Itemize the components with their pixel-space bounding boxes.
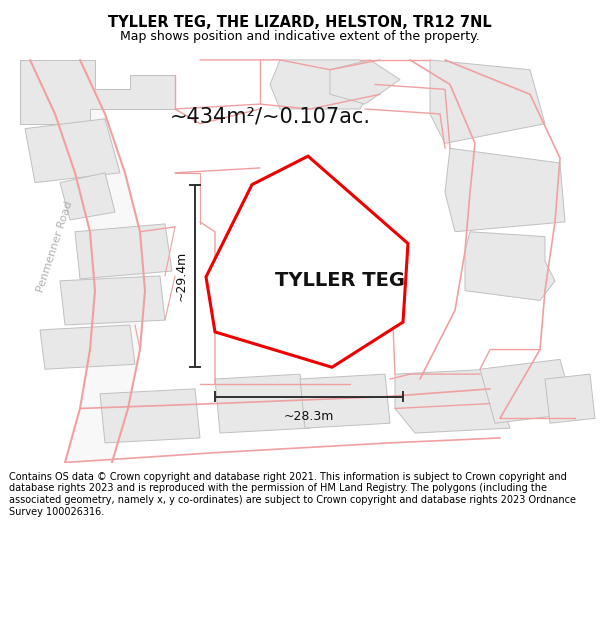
Text: Map shows position and indicative extent of the property.: Map shows position and indicative extent… — [120, 30, 480, 43]
Text: ~434m²/~0.107ac.: ~434m²/~0.107ac. — [170, 106, 371, 126]
Polygon shape — [330, 60, 400, 104]
Polygon shape — [268, 276, 322, 330]
Polygon shape — [445, 148, 565, 232]
Polygon shape — [465, 232, 555, 301]
Polygon shape — [60, 276, 165, 325]
Text: Contains OS data © Crown copyright and database right 2021. This information is : Contains OS data © Crown copyright and d… — [9, 472, 576, 517]
Polygon shape — [480, 359, 575, 423]
Text: ~29.4m: ~29.4m — [175, 251, 187, 301]
Text: ~28.3m: ~28.3m — [284, 410, 334, 423]
Text: TYLLER TEG: TYLLER TEG — [275, 271, 405, 291]
Text: TYLLER TEG, THE LIZARD, HELSTON, TR12 7NL: TYLLER TEG, THE LIZARD, HELSTON, TR12 7N… — [108, 16, 492, 31]
Polygon shape — [395, 369, 510, 433]
Polygon shape — [430, 60, 545, 143]
Polygon shape — [20, 60, 175, 124]
Polygon shape — [40, 325, 135, 369]
Polygon shape — [60, 173, 115, 220]
Polygon shape — [215, 374, 310, 433]
Text: Penmenner Road: Penmenner Road — [35, 199, 74, 293]
Polygon shape — [206, 156, 408, 368]
Polygon shape — [75, 224, 172, 279]
Polygon shape — [30, 60, 145, 462]
Polygon shape — [545, 374, 595, 423]
Polygon shape — [300, 374, 390, 428]
Polygon shape — [270, 60, 375, 109]
Polygon shape — [25, 119, 120, 182]
Polygon shape — [100, 389, 200, 443]
